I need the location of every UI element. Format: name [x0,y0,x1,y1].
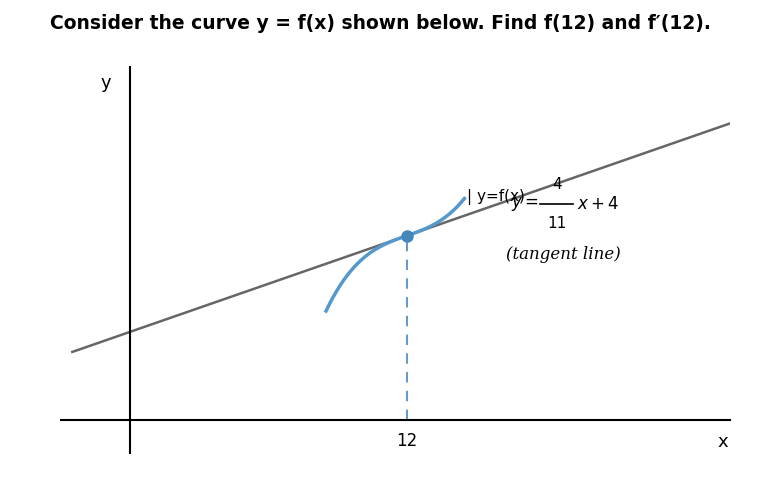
Text: $x + 4$: $x + 4$ [578,196,619,213]
Text: 11: 11 [547,216,566,231]
Text: | y=f(x): | y=f(x) [467,189,524,205]
Text: (tangent line): (tangent line) [506,246,621,263]
Text: 4: 4 [552,177,562,192]
Text: 12: 12 [396,432,417,450]
Text: x: x [717,433,728,451]
Text: $y = $: $y = $ [511,195,538,213]
Text: y: y [101,74,112,92]
Text: Consider the curve y = f(x) shown below. Find f(12) and f′(12).: Consider the curve y = f(x) shown below.… [49,14,711,33]
